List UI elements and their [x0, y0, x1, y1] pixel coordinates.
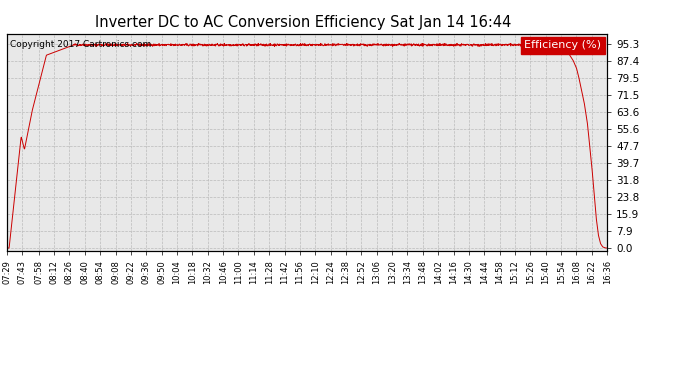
Text: Inverter DC to AC Conversion Efficiency Sat Jan 14 16:44: Inverter DC to AC Conversion Efficiency … — [95, 15, 512, 30]
Text: Copyright 2017 Cartronics.com: Copyright 2017 Cartronics.com — [10, 40, 151, 49]
Text: Efficiency (%): Efficiency (%) — [524, 40, 601, 50]
